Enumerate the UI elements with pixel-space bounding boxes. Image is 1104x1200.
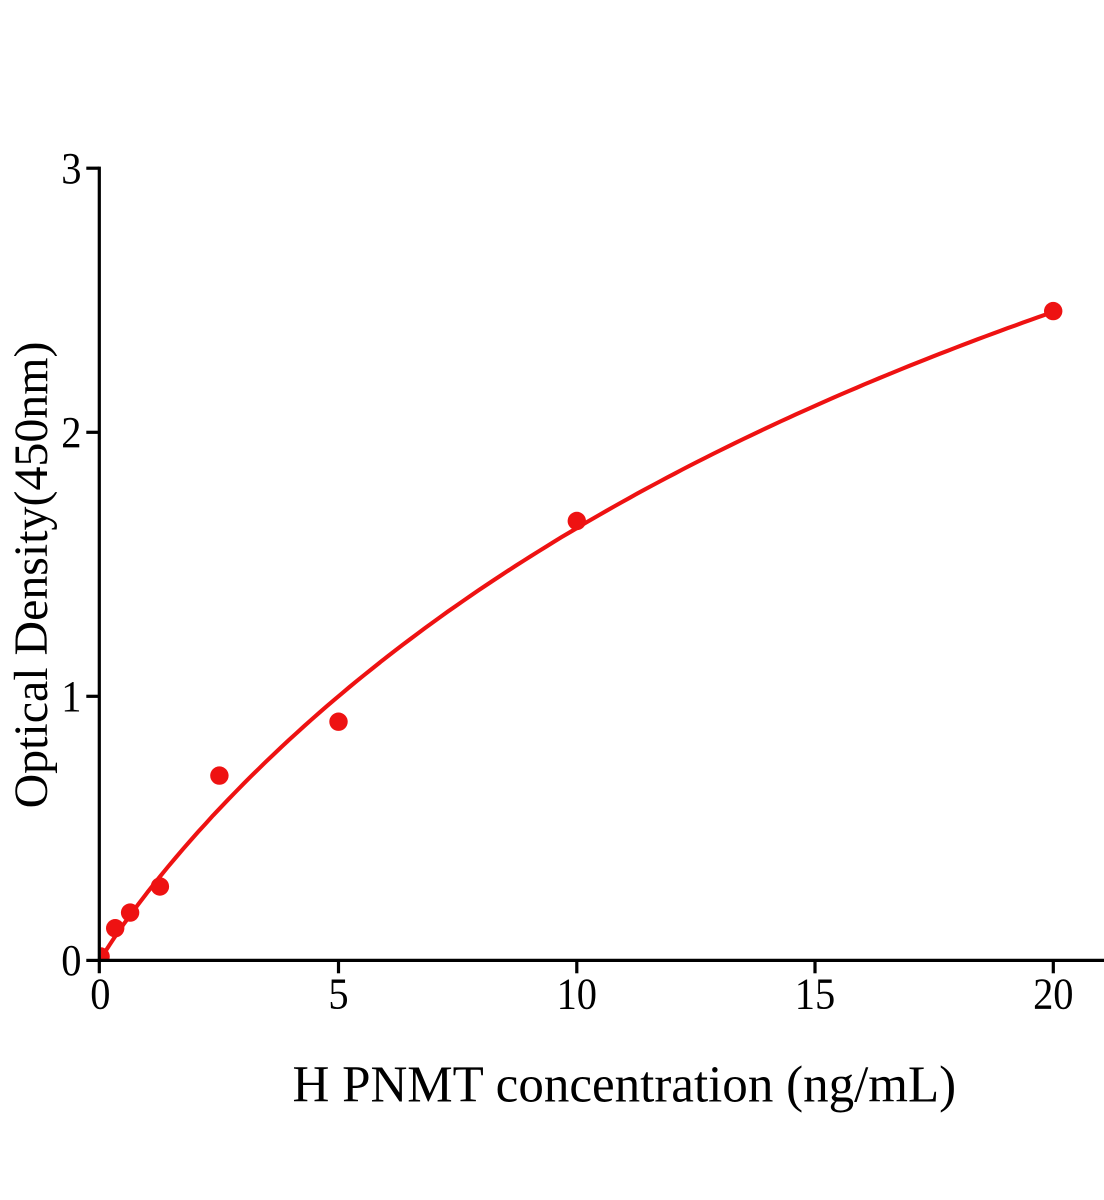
- svg-text:20: 20: [1033, 970, 1073, 1019]
- svg-text:Optical Density(450nm): Optical Density(450nm): [5, 342, 58, 809]
- svg-text:5: 5: [328, 970, 348, 1019]
- svg-text:0: 0: [90, 970, 110, 1019]
- svg-text:3: 3: [61, 144, 81, 193]
- svg-text:2: 2: [61, 408, 81, 457]
- svg-text:0: 0: [61, 936, 81, 985]
- svg-text:10: 10: [557, 970, 597, 1019]
- svg-text:15: 15: [795, 970, 835, 1019]
- svg-text:1: 1: [61, 672, 81, 721]
- svg-text:H PNMT concentration (ng/mL): H PNMT concentration (ng/mL): [292, 1056, 956, 1113]
